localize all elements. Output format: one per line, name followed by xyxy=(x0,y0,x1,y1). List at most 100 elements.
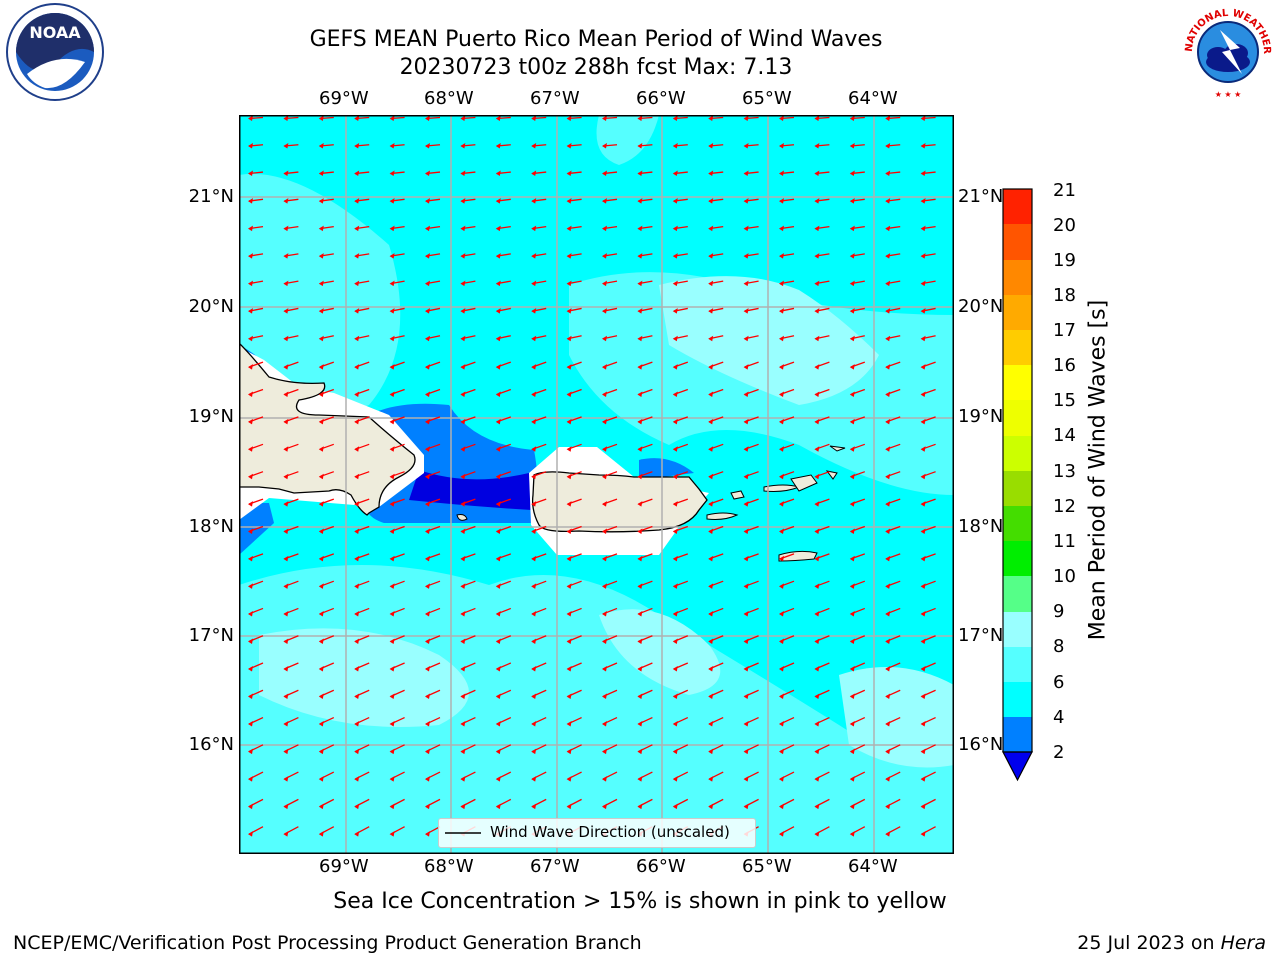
wind-arrow xyxy=(779,361,795,370)
wind-arrow xyxy=(920,607,936,617)
wind-arrow xyxy=(672,744,689,755)
wind-arrow xyxy=(460,416,476,425)
wind-arrow xyxy=(248,798,264,810)
wind-arrow xyxy=(531,662,547,672)
lat-label-right: 16°N xyxy=(958,734,1004,755)
wind-arrow xyxy=(743,143,759,149)
wind-arrow xyxy=(425,662,441,672)
wind-arrow xyxy=(672,498,689,507)
wind-arrow xyxy=(672,471,689,480)
colorbar-tick: 10 xyxy=(1053,566,1076,587)
wind-arrow xyxy=(849,335,865,342)
wind-arrow xyxy=(354,143,370,149)
wind-arrow xyxy=(460,525,476,534)
sea-zone-dark xyxy=(409,470,531,510)
wind-arrow xyxy=(531,115,547,121)
wind-arrow xyxy=(814,498,830,507)
wind-arrow xyxy=(920,280,936,287)
wind-arrow xyxy=(920,115,936,121)
wind-arrow xyxy=(814,280,830,287)
wind-arrow xyxy=(672,225,688,232)
wind-arrow xyxy=(531,580,547,589)
wind-arrow xyxy=(885,662,901,672)
lat-label-left: 16°N xyxy=(188,734,234,755)
wind-arrow xyxy=(602,143,618,149)
noaa-logo-icon: NOAA xyxy=(6,3,104,101)
wind-arrow xyxy=(885,798,901,810)
wind-arrow xyxy=(885,280,901,287)
wind-arrow xyxy=(814,689,830,700)
wind-arrow xyxy=(318,307,334,314)
wind-arrow xyxy=(743,580,759,589)
wind-arrow xyxy=(495,553,512,562)
wind-arrow xyxy=(602,525,618,534)
wind-arrow xyxy=(248,771,264,782)
wind-arrow xyxy=(248,225,264,232)
colorbar-segment xyxy=(1003,436,1032,471)
map-gridlines xyxy=(239,115,954,854)
wind-arrow xyxy=(708,771,724,782)
wind-arrow xyxy=(495,471,512,480)
wind-arrow xyxy=(248,335,264,342)
wind-arrow xyxy=(743,744,759,755)
wind-arrow xyxy=(637,471,653,480)
hispaniola-land xyxy=(239,342,416,516)
colorbar-tick: 13 xyxy=(1053,461,1076,482)
wind-arrow xyxy=(566,198,582,204)
wind-arrow xyxy=(885,361,901,370)
wind-arrow xyxy=(354,361,370,370)
lon-label-top: 66°W xyxy=(636,88,686,109)
wind-arrow xyxy=(354,115,370,121)
wind-arrow xyxy=(248,143,264,149)
wind-arrow xyxy=(425,826,441,837)
wind-arrow xyxy=(566,798,582,810)
wind-arrow xyxy=(283,662,299,672)
wind-arrow xyxy=(354,798,370,810)
wind-arrow xyxy=(566,443,582,452)
wind-arrow xyxy=(708,115,724,121)
wind-arrow xyxy=(849,662,866,672)
wind-arrow xyxy=(637,335,653,342)
lon-label-bottom: 66°W xyxy=(636,856,686,877)
wind-arrow xyxy=(389,471,405,480)
wind-arrow xyxy=(460,580,476,589)
wind-arrow xyxy=(248,170,264,177)
wind-arrow xyxy=(637,280,653,287)
wind-arrow xyxy=(495,280,511,287)
footer-machine: Hera xyxy=(1220,932,1266,954)
colorbar-segment xyxy=(1003,647,1032,682)
wind-arrow xyxy=(495,115,511,121)
wind-arrow xyxy=(460,443,476,452)
wind-arrow xyxy=(318,280,334,287)
sea-zone-mid xyxy=(239,565,954,854)
wind-arrow xyxy=(708,388,724,397)
wind-arrow xyxy=(425,525,441,534)
wind-arrow xyxy=(283,635,299,644)
colorbar-segment xyxy=(1003,260,1032,295)
wind-arrow xyxy=(354,771,370,782)
sea-zone-light xyxy=(839,667,954,768)
wind-arrow xyxy=(602,115,618,121)
wind-arrow xyxy=(283,307,299,314)
wind-arrow xyxy=(354,826,370,837)
sea-zone-mid xyxy=(239,173,401,423)
wind-arrow xyxy=(920,471,936,480)
wind-arrow xyxy=(849,307,865,314)
wind-arrow xyxy=(849,471,866,480)
wind-arrow xyxy=(354,635,370,644)
virgin-island xyxy=(790,474,818,492)
wind-arrow xyxy=(566,335,582,342)
wind-arrow xyxy=(283,280,299,287)
wind-arrow xyxy=(425,143,441,149)
wind-arrow xyxy=(920,225,936,232)
colorbar-tick: 6 xyxy=(1053,672,1065,693)
wind-arrow xyxy=(283,798,299,810)
wind-arrow xyxy=(779,253,795,259)
wind-arrow xyxy=(318,689,335,700)
wind-arrow xyxy=(566,143,582,149)
wind-arrow xyxy=(566,416,582,425)
wind-arrow xyxy=(814,771,830,782)
wind-arrow xyxy=(495,744,512,755)
wind-arrow xyxy=(389,280,405,287)
wind-arrow xyxy=(566,225,582,232)
